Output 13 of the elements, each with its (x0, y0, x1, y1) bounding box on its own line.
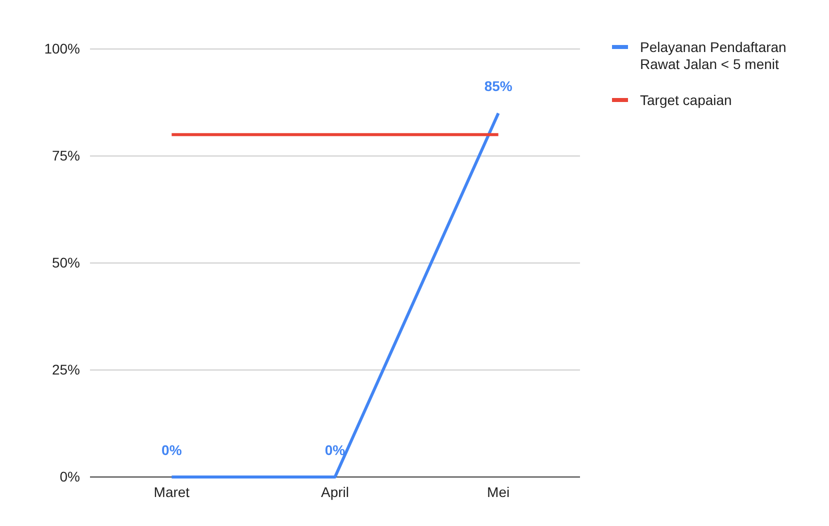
y-tick-label: 25% (52, 361, 80, 378)
y-tick-label: 0% (60, 468, 80, 484)
legend-label: Target capaian (640, 92, 732, 108)
y-tick-label: 100% (44, 40, 80, 56)
data-label: 0% (162, 442, 182, 458)
legend-label: Pelayanan Pendaftaran Rawat Jalan < 5 menit (640, 39, 786, 72)
x-tick-label: Maret (154, 484, 190, 500)
y-tick-label: 50% (52, 254, 80, 270)
y-tick-label: 75% (52, 147, 80, 164)
x-tick-label: Mei (487, 484, 510, 500)
data-label: 0% (324, 442, 346, 458)
x-tick-label: April (320, 484, 350, 500)
data-label: 85% (484, 78, 513, 94)
